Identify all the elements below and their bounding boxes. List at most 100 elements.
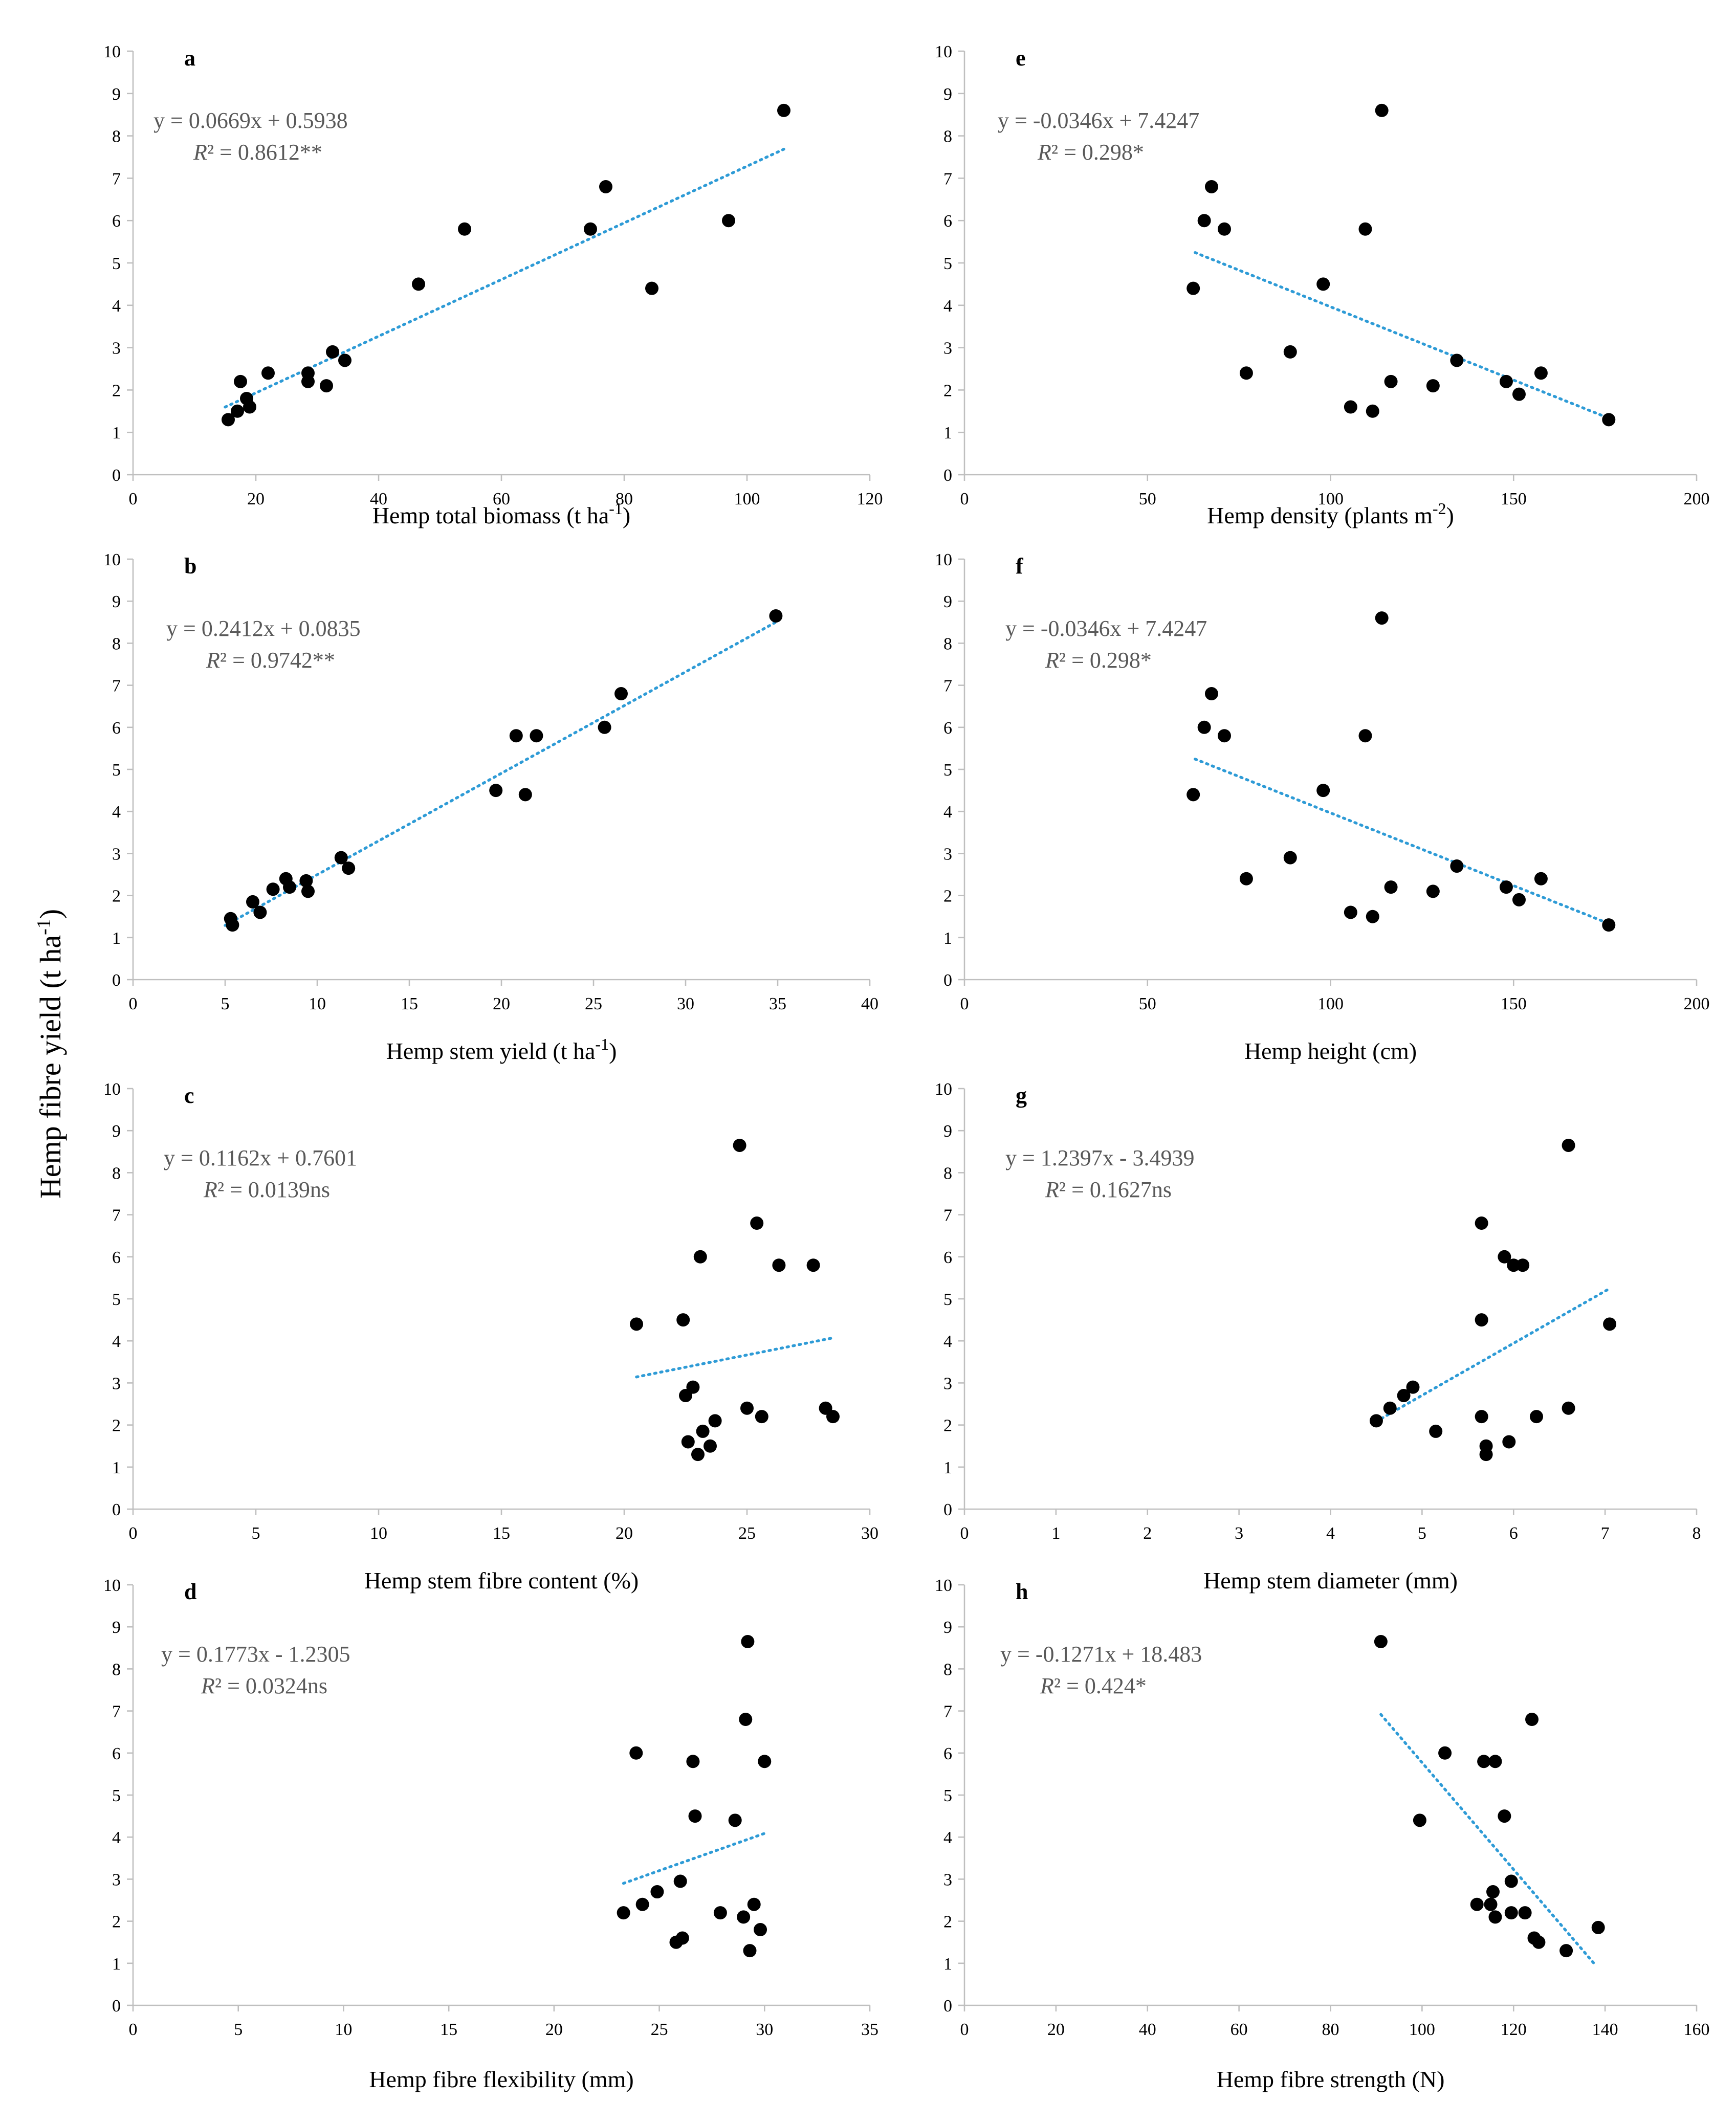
- data-point: [686, 1755, 700, 1768]
- y-tick-label: 8: [112, 634, 121, 653]
- panel-letter: c: [184, 1083, 194, 1108]
- data-point: [1532, 1935, 1546, 1949]
- x-axis-label: Hemp density (plants m-2): [1207, 499, 1454, 528]
- y-tick-label: 4: [943, 297, 952, 316]
- data-point: [301, 884, 315, 898]
- data-point: [696, 1424, 710, 1438]
- y-tick-label: 3: [943, 1870, 952, 1889]
- x-axis-label: Hemp total biomass (t ha-1): [372, 499, 630, 528]
- data-point: [1499, 880, 1513, 894]
- data-point: [629, 1746, 643, 1760]
- r-squared-symbol: R: [1037, 140, 1051, 165]
- x-tick-label: 1: [1051, 1524, 1060, 1543]
- data-point: [1525, 1713, 1539, 1727]
- x-tick-label: 35: [769, 994, 786, 1013]
- data-point: [1534, 366, 1548, 380]
- x-tick-label: 25: [585, 994, 602, 1013]
- data-point: [530, 729, 543, 743]
- data-point: [599, 180, 612, 193]
- r-squared-value: = 0.1627ns: [1066, 1177, 1172, 1202]
- data-point: [676, 1313, 690, 1327]
- panel-letter: g: [1016, 1083, 1027, 1108]
- data-point: [1218, 729, 1232, 743]
- x-tick-label: 0: [960, 994, 969, 1013]
- r-squared: R² = 0.8612**: [193, 140, 322, 165]
- y-tick-label: 9: [112, 592, 121, 611]
- x-axis-label-text: Hemp height (cm): [1244, 1038, 1417, 1064]
- y-tick-label: 0: [943, 466, 952, 485]
- x-axis-label-tail: ): [623, 502, 630, 528]
- x-tick-label: 50: [1139, 994, 1156, 1013]
- x-tick-label: 0: [960, 2020, 969, 2039]
- y-tick-label: 6: [112, 1248, 121, 1267]
- r-squared-value: = 0.298*: [1058, 140, 1144, 165]
- r-squared: R² = 0.9742**: [206, 648, 335, 673]
- data-point: [1283, 851, 1297, 865]
- y-tick-label: 10: [103, 1080, 121, 1099]
- y-tick-label: 9: [112, 1122, 121, 1141]
- r-squared-exponent: ²: [1051, 140, 1058, 165]
- data-point: [1450, 859, 1464, 873]
- data-point: [675, 1931, 689, 1945]
- y-tick-label: 2: [943, 1417, 952, 1435]
- x-tick-label: 100: [1317, 994, 1344, 1013]
- y-tick-label: 0: [943, 1997, 952, 2016]
- data-point: [1498, 1250, 1511, 1264]
- data-point: [266, 882, 280, 896]
- data-point: [1426, 884, 1440, 898]
- data-point: [691, 1448, 705, 1462]
- data-point: [1512, 387, 1526, 401]
- trendline: [635, 1336, 834, 1379]
- data-point: [755, 1410, 768, 1424]
- y-tick-label: 7: [112, 1702, 121, 1721]
- r-squared: R² = 0.298*: [1037, 140, 1144, 165]
- data-point: [806, 1258, 820, 1272]
- y-tick-label: 8: [943, 1164, 952, 1183]
- data-point: [650, 1885, 664, 1899]
- data-point: [261, 366, 275, 380]
- data-point: [1426, 379, 1440, 393]
- data-point: [1475, 1410, 1488, 1424]
- data-point: [740, 1401, 754, 1415]
- y-tick-label: 2: [112, 1913, 121, 1932]
- data-point: [1429, 1424, 1443, 1438]
- y-tick-label: 1: [112, 1955, 121, 1974]
- y-tick-label: 7: [943, 169, 952, 188]
- x-axis-label-tail: ): [1446, 502, 1454, 528]
- data-point: [1384, 374, 1398, 388]
- y-tick-label: 9: [943, 85, 952, 104]
- data-point: [743, 1944, 757, 1958]
- x-tick-label: 5: [1418, 1524, 1426, 1543]
- x-tick-label: 20: [545, 2020, 563, 2039]
- data-point: [681, 1435, 695, 1449]
- data-point: [1397, 1389, 1411, 1403]
- y-tick-label: 1: [943, 424, 952, 442]
- x-tick-label: 160: [1684, 2020, 1710, 2039]
- y-tick-label: 0: [112, 466, 121, 485]
- x-tick-label: 50: [1139, 490, 1156, 508]
- y-tick-label: 2: [943, 887, 952, 906]
- regression-equation: y = -0.0346x + 7.4247: [1005, 616, 1207, 641]
- r-squared: R² = 0.0139ns: [203, 1177, 330, 1202]
- data-point: [299, 874, 313, 888]
- y-tick-label: 3: [943, 845, 952, 864]
- data-point: [614, 687, 628, 701]
- data-point: [1518, 1906, 1532, 1920]
- y-tick-label: 2: [112, 1417, 121, 1435]
- y-tick-label: 7: [943, 677, 952, 696]
- data-point: [754, 1923, 767, 1937]
- y-tick-label: 4: [112, 1828, 121, 1847]
- x-tick-label: 140: [1592, 2020, 1618, 2039]
- data-point: [1477, 1755, 1491, 1768]
- r-squared-symbol: R: [1045, 1177, 1059, 1202]
- x-tick-label: 5: [252, 1524, 260, 1543]
- data-point: [1384, 880, 1398, 894]
- data-point: [1602, 413, 1616, 427]
- x-tick-label: 150: [1501, 490, 1527, 508]
- data-point: [1602, 918, 1616, 932]
- y-tick-label: 2: [943, 1913, 952, 1932]
- r-squared-value: = 0.0324ns: [222, 1673, 327, 1698]
- data-point: [301, 366, 315, 380]
